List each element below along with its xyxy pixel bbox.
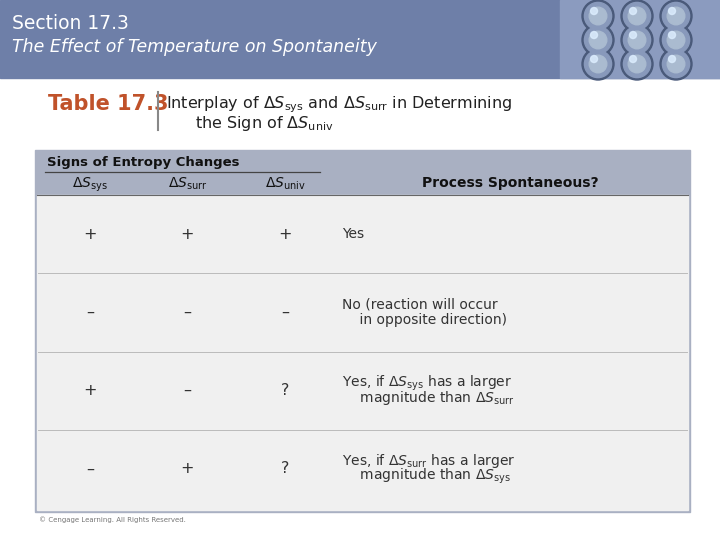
Circle shape [589,7,607,25]
Bar [560,0,720,78]
Text: magnitude than $\Delta S_{\mathregular{surr}}$: magnitude than $\Delta S_{\mathregular{s… [342,389,515,407]
Text: +: + [84,383,96,398]
Circle shape [628,31,646,49]
Text: –: – [86,461,94,476]
Text: © Cengage Learning. All Rights Reserved.: © Cengage Learning. All Rights Reserved. [39,516,186,523]
Circle shape [668,31,675,38]
Circle shape [629,56,636,63]
Circle shape [628,55,646,73]
Circle shape [621,0,653,32]
Circle shape [667,55,685,73]
Text: Yes: Yes [342,227,364,241]
Text: magnitude than $\Delta S_{\mathregular{sys}}$: magnitude than $\Delta S_{\mathregular{s… [342,467,510,486]
Text: Signs of Entropy Changes: Signs of Entropy Changes [47,156,240,169]
Circle shape [582,48,614,80]
Bar [37,195,688,510]
Circle shape [662,50,690,78]
Bar [35,150,690,512]
Text: –: – [184,383,192,398]
Circle shape [662,26,690,53]
Circle shape [629,8,636,15]
Circle shape [585,2,611,30]
Circle shape [624,50,651,78]
Text: Process Spontaneous?: Process Spontaneous? [422,176,598,190]
Text: $\Delta S_{\mathregular{univ}}$: $\Delta S_{\mathregular{univ}}$ [265,176,305,192]
Text: Yes, if $\Delta S_{\mathregular{sys}}$ has a larger: Yes, if $\Delta S_{\mathregular{sys}}$ h… [342,374,512,393]
Text: No (reaction will occur: No (reaction will occur [342,298,498,312]
Text: in opposite direction): in opposite direction) [342,313,507,327]
Circle shape [585,26,611,53]
Text: The Effect of Temperature on Spontaneity: The Effect of Temperature on Spontaneity [12,38,377,56]
Circle shape [589,31,607,49]
Text: ?: ? [281,383,289,398]
Circle shape [582,24,614,56]
Circle shape [660,24,692,56]
Text: +: + [181,227,194,241]
Circle shape [667,31,685,49]
Text: ?: ? [281,461,289,476]
Text: Section 17.3: Section 17.3 [12,14,129,33]
Circle shape [590,8,598,15]
Text: Yes, if $\Delta S_{\mathregular{surr}}$ has a larger: Yes, if $\Delta S_{\mathregular{surr}}$ … [342,453,516,470]
Circle shape [621,48,653,80]
Text: +: + [278,227,292,241]
Circle shape [629,31,636,38]
Circle shape [662,2,690,30]
Text: –: – [281,305,289,320]
Circle shape [660,0,692,32]
Circle shape [660,48,692,80]
Circle shape [667,7,685,25]
Circle shape [668,56,675,63]
Text: +: + [181,461,194,476]
Text: –: – [184,305,192,320]
Text: –: – [86,305,94,320]
Circle shape [624,26,651,53]
Circle shape [668,8,675,15]
Text: $\Delta S_{\mathregular{surr}}$: $\Delta S_{\mathregular{surr}}$ [168,176,207,192]
Circle shape [589,55,607,73]
Circle shape [621,24,653,56]
Circle shape [590,56,598,63]
Text: +: + [84,227,96,241]
Bar [0,0,720,78]
Circle shape [624,2,651,30]
Text: Interplay of $\Delta S_{\mathregular{sys}}$ and $\Delta S_{\mathregular{surr}}$ : Interplay of $\Delta S_{\mathregular{sys… [166,94,512,114]
Circle shape [628,7,646,25]
Text: Table 17.3: Table 17.3 [48,94,168,114]
Text: the Sign of $\Delta S_{\mathregular{univ}}$: the Sign of $\Delta S_{\mathregular{univ… [195,114,333,133]
Circle shape [585,50,611,78]
Circle shape [582,0,614,32]
Circle shape [590,31,598,38]
Text: $\Delta S_{\mathregular{sys}}$: $\Delta S_{\mathregular{sys}}$ [72,176,108,194]
